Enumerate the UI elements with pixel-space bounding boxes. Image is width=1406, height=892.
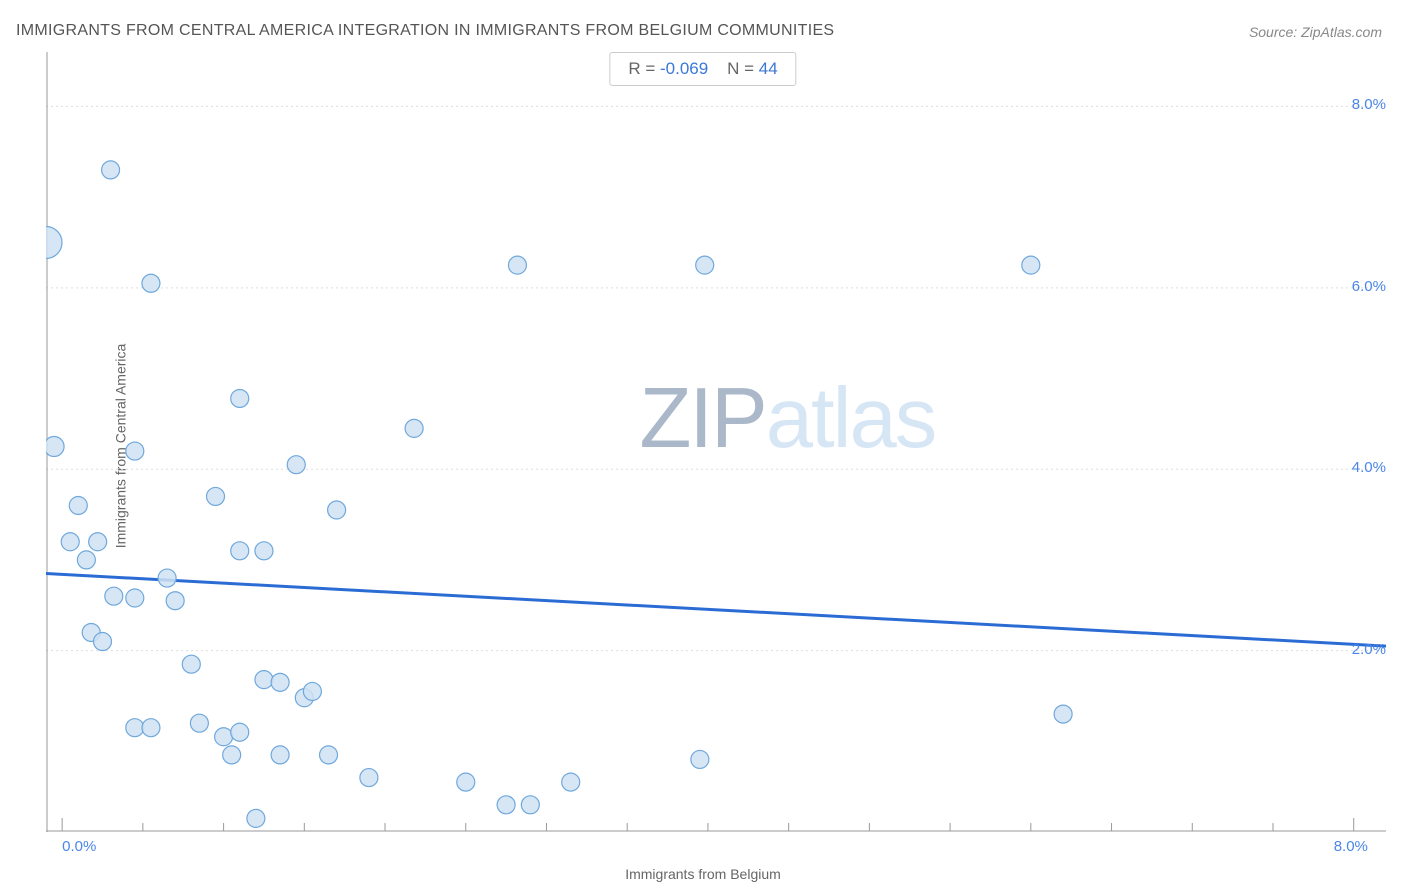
n-label: N = [727, 59, 754, 78]
data-point [497, 796, 515, 814]
data-point [61, 533, 79, 551]
data-point [303, 682, 321, 700]
data-point [190, 714, 208, 732]
data-point [142, 274, 160, 292]
scatter-plot [46, 52, 1386, 832]
r-label: R = [628, 59, 655, 78]
data-point [126, 589, 144, 607]
data-point [102, 161, 120, 179]
y-tick-label: 6.0% [1352, 278, 1386, 295]
data-point [231, 542, 249, 560]
data-point [521, 796, 539, 814]
data-point [223, 746, 241, 764]
data-point [207, 487, 225, 505]
r-value: -0.069 [660, 59, 708, 78]
y-tick-label: 4.0% [1352, 459, 1386, 476]
data-point [271, 746, 289, 764]
data-point [46, 437, 64, 457]
y-tick-label: 2.0% [1352, 641, 1386, 658]
data-point [255, 542, 273, 560]
data-point [142, 719, 160, 737]
data-point [255, 671, 273, 689]
trend-line [46, 574, 1386, 647]
stats-box: R = -0.069 N = 44 [609, 52, 796, 86]
chart-container: IMMIGRANTS FROM CENTRAL AMERICA INTEGRAT… [0, 0, 1406, 892]
data-point [696, 256, 714, 274]
data-point [405, 419, 423, 437]
data-point [215, 728, 233, 746]
data-point [69, 496, 87, 514]
data-point [77, 551, 95, 569]
data-point [287, 456, 305, 474]
data-point [691, 750, 709, 768]
data-point [94, 633, 112, 651]
data-point [457, 773, 475, 791]
x-tick-label: 0.0% [62, 838, 96, 855]
x-axis-label: Immigrants from Belgium [625, 866, 781, 882]
source-attribution: Source: ZipAtlas.com [1249, 24, 1382, 40]
data-point [508, 256, 526, 274]
data-point [231, 723, 249, 741]
data-point [271, 673, 289, 691]
data-point [247, 809, 265, 827]
data-point [360, 769, 378, 787]
y-tick-label: 8.0% [1352, 96, 1386, 113]
data-point [562, 773, 580, 791]
data-point [1022, 256, 1040, 274]
data-point [231, 389, 249, 407]
data-point [105, 587, 123, 605]
n-value: 44 [759, 59, 778, 78]
data-point [126, 442, 144, 460]
data-point [46, 226, 62, 258]
data-point [320, 746, 338, 764]
data-point [89, 533, 107, 551]
data-point [1054, 705, 1072, 723]
chart-title: IMMIGRANTS FROM CENTRAL AMERICA INTEGRAT… [16, 22, 834, 40]
data-point [182, 655, 200, 673]
data-point [166, 592, 184, 610]
data-point [126, 719, 144, 737]
x-tick-label: 8.0% [1334, 838, 1368, 855]
data-point [328, 501, 346, 519]
data-point [158, 569, 176, 587]
